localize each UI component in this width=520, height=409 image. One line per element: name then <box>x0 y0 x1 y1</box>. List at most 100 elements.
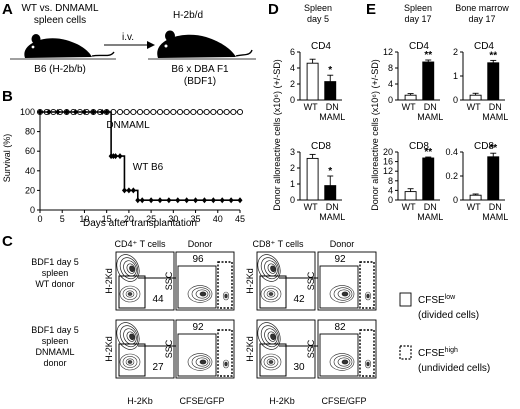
flow-contour <box>119 257 139 280</box>
e-bm-title: Bone marrow <box>455 3 509 13</box>
divided-gate <box>319 333 359 377</box>
survival-x-tick-label: 25 <box>146 214 156 224</box>
flow-y-label: SSC <box>306 339 316 358</box>
survival-point-dnmaml <box>183 108 190 116</box>
survival-point-dnmaml <box>143 108 150 116</box>
survival-point-dnmaml <box>210 108 217 116</box>
donor-percent: 92 <box>192 322 204 333</box>
flow-contour <box>122 356 138 368</box>
survival-x-tick-label: 15 <box>102 214 112 224</box>
survival-x-tick-label: 20 <box>124 214 134 224</box>
bar-category-label: MAML <box>319 112 345 122</box>
panel-e-label: E <box>366 1 376 18</box>
bar-category-label: MAML <box>482 212 508 222</box>
bar-wt <box>306 157 319 201</box>
flow-contour <box>341 359 349 365</box>
bar-category-label: MAML <box>417 112 443 122</box>
bar-y-tick-label: 8 <box>388 176 393 186</box>
survival-point-wtb6 <box>37 109 43 115</box>
flow-contour <box>191 287 211 301</box>
survival-point-wtb6 <box>113 153 119 160</box>
panel-b-label: B <box>2 88 13 105</box>
bar-y-tick-label: 20 <box>383 147 393 157</box>
bar-group-label: CD4 <box>409 41 429 52</box>
survival-y-tick-label: 20 <box>25 185 35 195</box>
bar-dn <box>487 156 500 201</box>
flow-gate <box>259 343 287 377</box>
flow-contour <box>270 333 276 341</box>
survival-point-wtb6 <box>81 109 87 115</box>
flow-contour <box>366 361 370 367</box>
flow-contour <box>267 331 277 342</box>
survival-point-wtb6 <box>99 109 105 115</box>
flow-contour <box>126 263 136 274</box>
survival-point-wtb6 <box>157 197 163 204</box>
survival-point-wtb6 <box>46 109 52 115</box>
gate-percent: 44 <box>152 294 164 305</box>
survival-x-tick-label: 0 <box>37 214 42 224</box>
flow-plots: H-2Kd44SSC96H-2Kd42SSC92H-2Kd27SSC92H-2K… <box>104 251 377 379</box>
flow-plot-frame <box>175 251 235 311</box>
survival-series <box>36 108 244 204</box>
flow-contour <box>222 359 230 369</box>
survival-x-label: Days after transplantation <box>83 218 197 229</box>
recipient-haplotype: H-2b/d <box>173 10 203 21</box>
survival-point-dnmaml <box>230 108 237 116</box>
survival-x-tick-label: 45 <box>235 214 245 224</box>
flow-y-label: H-2Kd <box>245 336 255 362</box>
flow-contour <box>267 263 277 274</box>
flow-plot-r2c4: SSC 82 <box>306 319 377 379</box>
survival-point-wtb6 <box>126 187 132 194</box>
flow-contour <box>199 291 207 297</box>
bar-group-label: CD8 <box>409 141 429 152</box>
survival-point-wtb6 <box>210 197 216 204</box>
flow-y-label: H-2Kd <box>104 268 114 294</box>
flow-contour <box>260 325 280 348</box>
bar-y-tick-label: 0 <box>453 195 458 205</box>
flow-contour <box>329 285 355 303</box>
recipient-strain: B6 x DBA F1 <box>171 64 229 75</box>
flow-plot-frame <box>175 319 235 379</box>
survival-point-wtb6 <box>121 187 127 194</box>
flow-plot-r2c2: SSC 92 <box>164 319 235 379</box>
significance-mark: * <box>328 65 332 76</box>
legend-dashed-box <box>399 345 412 360</box>
flow-contour <box>257 322 281 350</box>
survival-point-dnmaml <box>223 108 230 116</box>
flow-contour <box>341 291 349 297</box>
flow-contour <box>125 290 135 298</box>
x-axis-donor-1: CFSE/GFP <box>179 396 224 406</box>
bar-group-label: CD4 <box>311 41 331 52</box>
bar-category-label: WT <box>304 102 318 112</box>
e-bm-subtitle: day 17 <box>468 14 495 24</box>
bar-wt <box>469 194 482 201</box>
survival-point-dnmaml <box>123 108 130 116</box>
survival-point-wtb6 <box>55 109 61 115</box>
significance-mark: * <box>328 166 332 177</box>
bar-y-tick-label: 8 <box>388 63 393 73</box>
flow-contour <box>129 333 135 341</box>
flow-contour <box>364 291 372 301</box>
undivided-gate <box>217 261 233 309</box>
donor-text: WT vs. DNMAML <box>21 3 98 14</box>
row2-label-1: BDF1 day 5 <box>31 325 79 335</box>
survival-point-dnmaml <box>156 108 164 116</box>
row2-label-3: DNMAML <box>35 347 74 357</box>
bar-category-label: WT <box>402 202 416 212</box>
undivided-gate <box>359 329 375 377</box>
bar-y-tick-label: 1 <box>453 71 458 81</box>
donor-text-2: spleen cells <box>34 15 86 26</box>
panel-b: B Survival (%) Days after transplantatio… <box>2 88 245 229</box>
flow-contour <box>119 285 141 303</box>
flow-contour <box>116 254 140 282</box>
survival-point-dnmaml <box>176 108 184 116</box>
col-header-donor-2: Donor <box>330 239 355 249</box>
gate-percent: 30 <box>293 362 305 373</box>
survival-point-dnmaml <box>170 108 177 116</box>
survival-point-wtb6 <box>135 197 141 204</box>
survival-point-wtb6 <box>64 109 70 115</box>
survival-point-dnmaml <box>130 108 137 116</box>
flow-contour <box>260 257 280 280</box>
legend-low: CFSElow <box>418 294 456 306</box>
